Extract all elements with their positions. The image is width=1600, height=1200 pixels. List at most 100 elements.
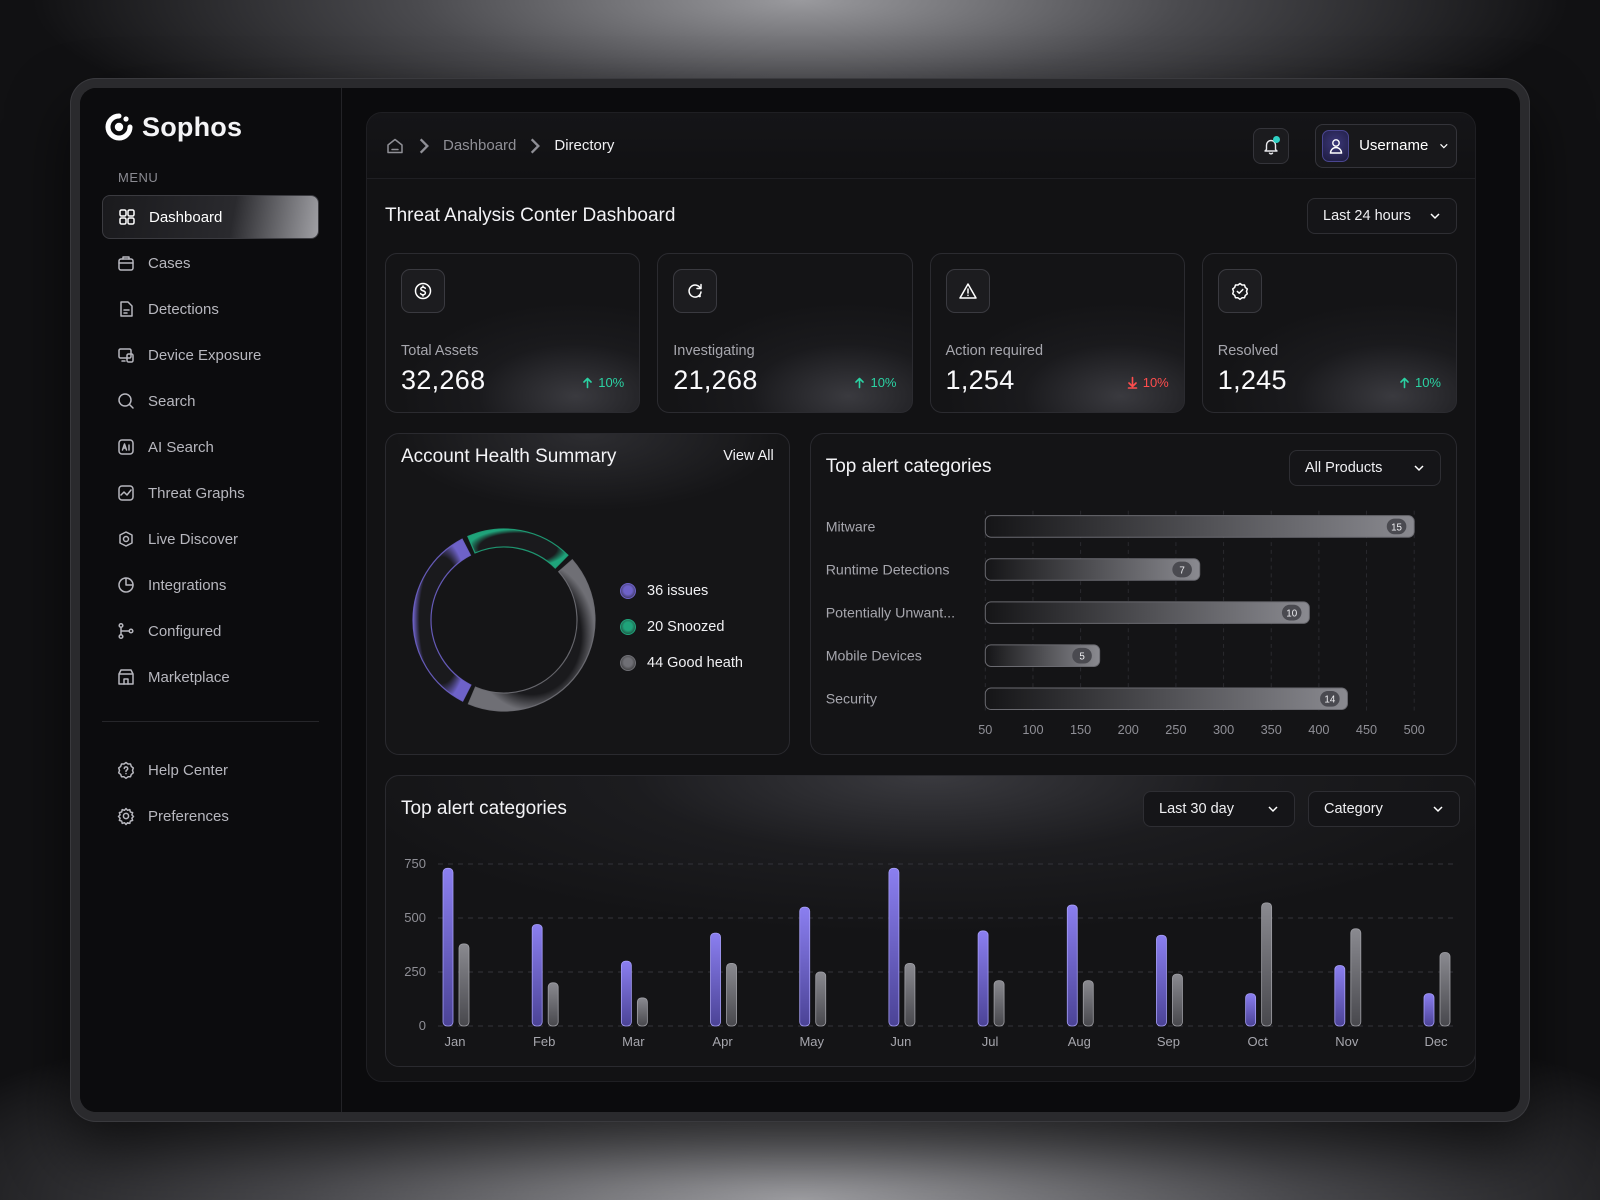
x-tick-label: Dec [1424,1034,1448,1049]
category-bar[interactable] [984,558,1200,581]
stat-value: 32,268 [401,365,486,395]
time-range-select[interactable]: Last 24 hours [1307,198,1457,234]
sidebar-item-live-discover[interactable]: Live Discover [102,517,319,561]
bar-value-label: 14 [1324,695,1335,706]
month-bar-purple[interactable] [620,960,632,1027]
chevron-down-icon [1414,465,1424,472]
x-tick-label: 100 [1022,722,1043,737]
month-bar-purple[interactable] [1245,993,1257,1027]
month-bar-grey[interactable] [1350,928,1362,1027]
brand-name: Sophos [142,111,243,142]
discover-icon [119,531,133,547]
month-bar-grey[interactable] [1261,902,1273,1027]
donut-segment-36-issues[interactable] [412,538,472,702]
legend-dot [620,583,636,599]
month-bar-grey[interactable] [636,997,648,1027]
month-bar-purple[interactable] [1156,934,1167,1027]
x-tick-label: 500 [1403,722,1424,737]
month-bar-grey[interactable] [458,943,470,1027]
stat-delta-value: 10% [1414,375,1441,390]
month-bar-purple[interactable] [1334,965,1346,1027]
month-bar-grey[interactable] [1439,952,1451,1027]
month-bar-purple[interactable] [531,924,543,1027]
stat-card-action-required[interactable]: Action required 1,254 10% [929,253,1185,413]
donut-segment-44-good-heath[interactable] [467,558,596,712]
month-bar-purple[interactable] [1066,904,1078,1027]
x-tick-label: 200 [1117,722,1138,737]
breadcrumb-dashboard[interactable]: Dashboard [443,137,517,154]
month-bar-grey[interactable] [815,971,827,1027]
brand-logo[interactable]: Sophos [104,110,319,144]
badge-check-icon [1231,282,1248,301]
donut-segment-20-snoozed[interactable] [467,528,569,569]
month-bar-purple[interactable] [799,906,811,1027]
sidebar-item-search[interactable]: Search [102,379,319,423]
month-bar-purple[interactable] [710,932,721,1027]
category-label: Potentially Unwant... [825,606,954,622]
month-bar-purple[interactable] [442,867,454,1027]
stat-card-resolved[interactable]: Resolved 1,245 10% [1201,253,1457,413]
stat-card-investigating[interactable]: Investigating 21,268 10% [657,253,913,413]
grid-icon [119,209,135,225]
sidebar-item-detections[interactable]: Detections [102,287,319,331]
sidebar-item-device-exposure[interactable]: Device Exposure [102,333,319,377]
sidebar-item-configured[interactable]: Configured [102,609,319,653]
month-bar-grey[interactable] [547,982,559,1027]
notifications-button[interactable] [1253,127,1289,164]
products-select[interactable]: All Products [1289,450,1441,486]
month-bar-purple[interactable] [1423,993,1435,1027]
chevron-down-icon [1433,806,1443,813]
x-tick-label: Sep [1157,1034,1180,1049]
sidebar-item-label: Marketplace [148,668,230,686]
x-tick-label: 300 [1213,722,1234,737]
user-menu-button[interactable]: Username [1315,123,1457,168]
sidebar-item-help-center[interactable]: Help Center [102,748,319,792]
breadcrumb-directory[interactable]: Directory [554,137,615,154]
sidebar-item-integrations[interactable]: Integrations [102,563,319,607]
category-bar[interactable] [984,601,1310,624]
legend-label: 36 issues [647,583,709,599]
month-bar-purple[interactable] [977,930,989,1027]
stat-delta-value: 10% [870,375,897,390]
monthly-alerts-card: 0 250 500 750 Jan Feb Mar Apr May Jun Jul Aug Sep Oct… [385,775,1475,1067]
sidebar-item-label: Dashboard [149,208,223,226]
sidebar-item-threat-graphs[interactable]: Threat Graphs [102,471,319,515]
sidebar-item-ai-search[interactable]: AI Search [102,425,319,469]
sidebar-item-cases[interactable]: Cases [102,241,319,285]
bar-value-label: 15 [1391,522,1402,533]
month-bar-grey[interactable] [904,962,916,1027]
sidebar-item-preferences[interactable]: Preferences [102,794,319,838]
stat-delta: 10% [1126,375,1169,390]
category-bar[interactable] [984,515,1415,538]
category-bar[interactable] [984,687,1348,711]
stat-card-total-assets[interactable]: Total Assets 32,268 10% [385,253,641,413]
arrow-down-icon [1127,376,1138,389]
top-bar: Dashboard Directory [367,113,1475,179]
month-bar-grey[interactable] [1082,980,1094,1027]
month-bar-grey[interactable] [993,980,1005,1027]
app-window: Sophos MENU Dashboard Cases Detections D… [80,88,1520,1112]
month-bar-grey[interactable] [726,962,737,1027]
x-tick-label: 150 [1070,722,1091,737]
page-title: Threat Analysis Conter Dashboard [385,205,676,226]
stat-value: 1,254 [945,365,1015,395]
category-select[interactable]: Category [1308,791,1460,827]
x-tick-label: Jan [445,1034,466,1049]
category-bar[interactable] [984,644,1100,667]
bar-value-label: 7 [1179,565,1184,576]
document-icon [120,301,133,317]
legend-label: 44 Good heath [647,655,743,671]
graph-icon [118,485,134,501]
menu-title: MENU [118,170,159,185]
month-bar-grey[interactable] [1172,973,1183,1027]
sidebar-item-label: Integrations [148,576,227,594]
sidebar-item-marketplace[interactable]: Marketplace [102,655,319,699]
period-select[interactable]: Last 30 day [1143,791,1295,827]
view-all-link[interactable]: View All [723,448,774,464]
home-icon[interactable] [385,136,405,156]
legend-item: 44 Good heath [620,645,743,681]
pie-icon [118,577,134,593]
refresh-icon [688,283,702,298]
month-bar-purple[interactable] [888,867,900,1027]
sidebar-item-dashboard[interactable]: Dashboard [102,195,319,239]
